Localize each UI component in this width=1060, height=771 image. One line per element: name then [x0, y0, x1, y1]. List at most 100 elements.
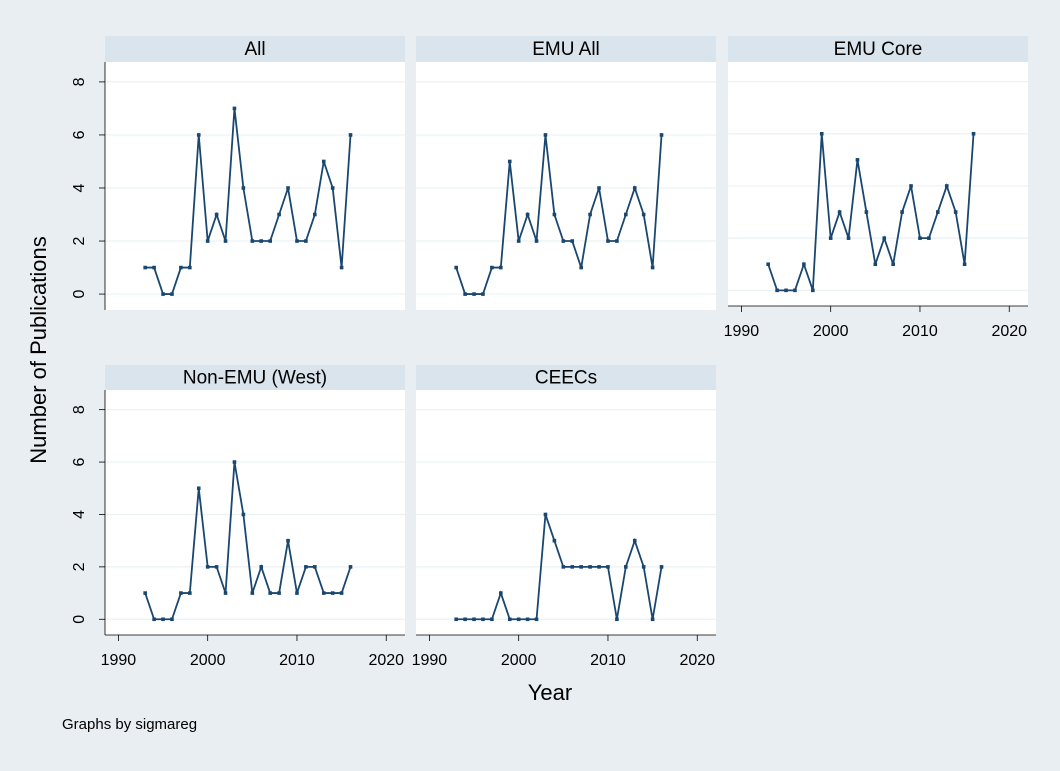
data-point	[330, 591, 335, 595]
y-axis-title: Number of Publications	[26, 236, 51, 463]
plot-area	[105, 390, 405, 635]
y-tick-label: 6	[71, 458, 88, 467]
data-point	[936, 210, 940, 214]
x-tick-label: 2020	[679, 652, 715, 669]
data-point	[588, 212, 592, 217]
data-point	[179, 265, 183, 270]
data-point	[882, 236, 887, 240]
data-point	[490, 617, 494, 622]
data-point	[606, 239, 610, 243]
data-line	[144, 461, 352, 621]
data-point	[552, 212, 557, 217]
data-point	[152, 265, 156, 270]
panel-title: Non-EMU (West)	[183, 368, 327, 389]
y-tick-label: 0	[71, 290, 88, 299]
data-point	[588, 565, 592, 569]
data-point	[659, 565, 664, 569]
data-point	[259, 239, 264, 243]
data-point	[143, 265, 147, 270]
data-point	[944, 184, 949, 188]
data-point	[873, 262, 878, 267]
data-point	[313, 565, 317, 569]
data-point	[143, 591, 147, 595]
panel-title: EMU All	[532, 39, 600, 60]
data-point	[962, 262, 967, 267]
data-point	[552, 538, 557, 543]
data-point	[927, 236, 931, 240]
data-point	[516, 617, 521, 622]
data-point	[793, 288, 797, 293]
data-point	[811, 288, 815, 293]
data-point	[615, 239, 619, 243]
data-point	[802, 262, 806, 267]
x-axis-title: Year	[528, 680, 572, 705]
data-point	[250, 239, 255, 243]
data-point	[259, 565, 264, 569]
data-point	[632, 538, 637, 543]
note: Graphs by sigmareg	[62, 716, 197, 733]
data-point	[472, 292, 476, 296]
data-point	[846, 236, 851, 240]
data-point	[784, 288, 788, 293]
x-tick-label: 1990	[101, 652, 137, 669]
y-tick-label: 2	[71, 236, 88, 245]
data-point	[659, 133, 664, 137]
data-point	[534, 239, 539, 243]
data-point	[615, 617, 619, 622]
data-point	[543, 512, 548, 517]
data-point	[241, 512, 246, 517]
data-point	[304, 239, 308, 243]
data-point	[223, 239, 228, 243]
data-point	[481, 292, 485, 296]
data-point	[454, 617, 458, 622]
data-point	[214, 565, 219, 569]
data-point	[268, 591, 272, 595]
data-point	[472, 617, 476, 622]
data-point	[909, 184, 913, 188]
y-tick-label: 2	[71, 562, 88, 571]
data-point	[606, 565, 610, 569]
data-point	[152, 617, 156, 622]
data-point	[953, 210, 958, 214]
data-point	[348, 565, 353, 569]
data-point	[170, 617, 174, 622]
data-point	[241, 186, 246, 190]
data-point	[232, 460, 237, 464]
data-point	[525, 212, 530, 217]
data-point	[295, 591, 299, 595]
data-point	[304, 565, 308, 569]
panel-title: All	[244, 39, 265, 60]
data-point	[321, 159, 326, 164]
data-point	[499, 265, 503, 270]
data-point	[641, 212, 646, 217]
data-point	[641, 565, 646, 569]
panel-title: EMU Core	[834, 39, 923, 60]
data-point	[525, 617, 530, 622]
x-tick-label: 2010	[902, 323, 938, 340]
data-point	[543, 133, 548, 137]
data-point	[481, 617, 485, 622]
data-point	[579, 265, 583, 270]
data-point	[624, 565, 628, 569]
data-point	[507, 159, 512, 164]
data-point	[597, 186, 601, 190]
data-point	[855, 158, 860, 162]
data-point	[490, 265, 494, 270]
panel-header	[105, 36, 405, 62]
x-tick-label: 2000	[501, 652, 537, 669]
data-point	[196, 133, 201, 137]
data-point	[205, 239, 210, 243]
plot-area	[416, 62, 716, 310]
data-point	[463, 292, 467, 296]
data-point	[268, 239, 272, 243]
data-line	[455, 134, 663, 295]
data-point	[232, 106, 237, 111]
data-point	[971, 131, 976, 136]
y-tick-label: 8	[71, 77, 88, 86]
x-tick-label: 1990	[412, 652, 448, 669]
panel-header	[416, 36, 716, 62]
y-tick-label: 6	[71, 130, 88, 139]
data-point	[534, 617, 539, 622]
x-tick-label: 2020	[991, 323, 1027, 340]
